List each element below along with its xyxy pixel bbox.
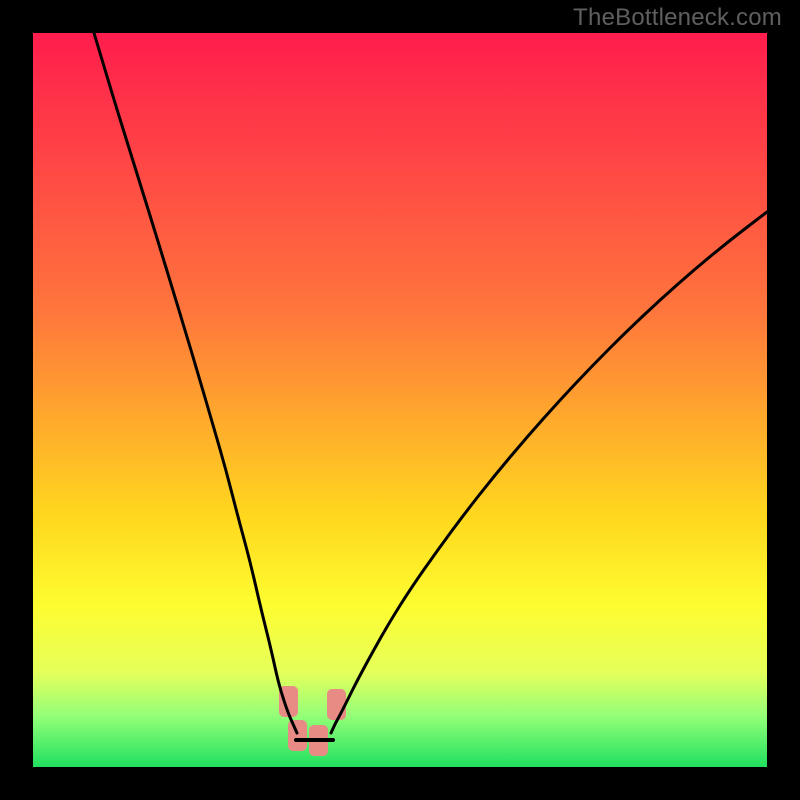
chart-svg [33,33,767,767]
trough-marker [327,689,346,720]
chart-plot-area [33,33,767,767]
watermark-text: TheBottleneck.com [573,4,782,32]
trough-marker [288,720,307,751]
left-curve [94,33,297,733]
right-curve [331,212,767,733]
